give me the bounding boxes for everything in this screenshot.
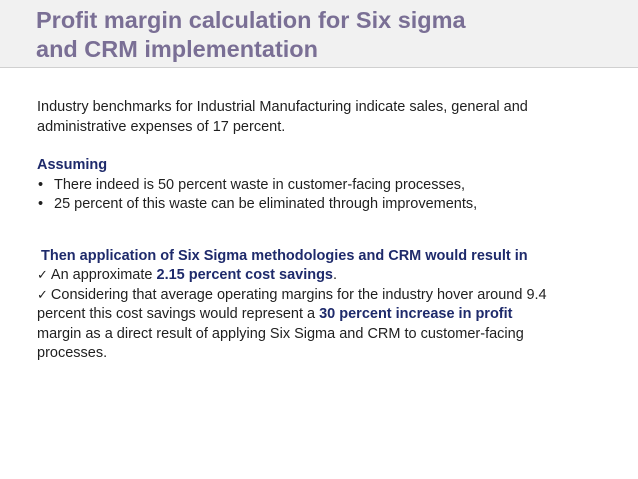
cost-savings-prefix: An approximate	[50, 267, 157, 283]
profit-line-1: Considering that average operating margi…	[50, 286, 547, 303]
title-band	[0, 0, 638, 67]
bullet-icon: •	[38, 176, 44, 193]
cost-savings-emphasis: 2.15 percent cost savings	[156, 267, 334, 283]
assumption-item: • There indeed is 50 percent waste in cu…	[37, 176, 617, 196]
title-divider	[0, 67, 638, 68]
profit-line-2: percent this cost savings would represen…	[37, 305, 617, 325]
conclusion-item-profit-increase: ✓ Considering that average operating marg…	[37, 286, 617, 306]
slide-title-line-1: Profit margin calculation for Six sigma	[36, 7, 466, 33]
intro-line-1: Industry benchmarks for Industrial Manuf…	[37, 99, 528, 115]
profit-increase-emphasis: 30 percent increase in profit	[319, 306, 513, 322]
slide-body: Industry benchmarks for Industrial Manuf…	[37, 98, 617, 364]
assumption-text: There indeed is 50 percent waste in cust…	[54, 176, 466, 193]
conclusion-heading: Then application of Six Sigma methodolog…	[41, 247, 528, 264]
profit-line-2-prefix: percent this cost savings would represen…	[37, 306, 320, 322]
spacer	[37, 215, 617, 247]
profit-line-4: processes.	[37, 345, 108, 361]
cost-savings-suffix: .	[333, 267, 338, 283]
slide-title-line-2: and CRM implementation	[36, 36, 319, 62]
spacer	[37, 137, 617, 156]
intro-line-2: administrative expenses of 17 percent.	[37, 118, 286, 135]
assumptions-heading: Assuming	[37, 157, 108, 173]
check-icon: ✓	[37, 287, 48, 303]
assumption-text: 25 percent of this waste can be eliminat…	[54, 196, 478, 212]
slide-title: Profit margin calculation for Six sigma …	[36, 6, 466, 64]
check-icon: ✓	[37, 268, 48, 283]
bullet-icon: •	[38, 196, 44, 212]
assumption-item: • 25 percent of this waste can be elimin…	[37, 195, 617, 215]
conclusion-item-cost-savings: ✓ An approximate 2.15 percent cost saving…	[37, 266, 617, 286]
profit-line-3: margin as a direct result of applying Si…	[37, 325, 524, 342]
